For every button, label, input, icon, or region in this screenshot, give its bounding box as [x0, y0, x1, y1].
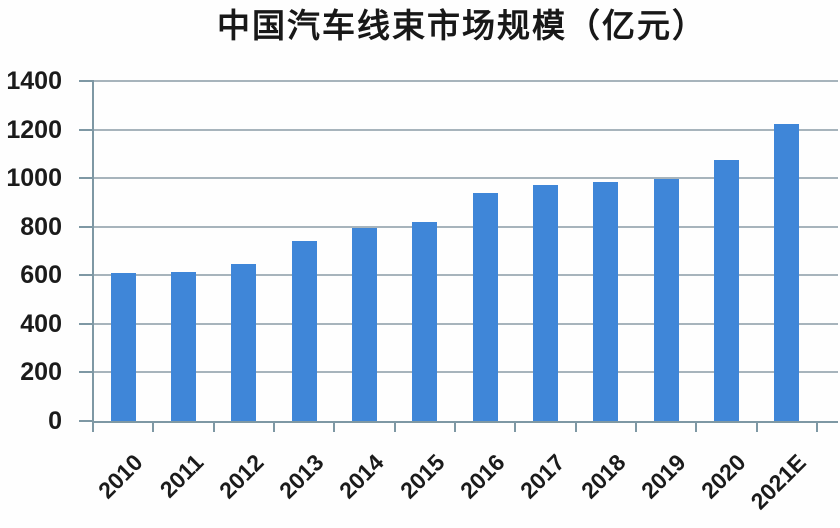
y-axis-tick [79, 225, 93, 228]
x-axis-tick [574, 423, 577, 432]
bar-2014 [352, 227, 377, 421]
y-axis-label: 1000 [6, 164, 62, 193]
x-axis-tick [514, 423, 517, 432]
bar-2011 [171, 271, 196, 421]
gridline [92, 322, 838, 325]
gridline [92, 225, 838, 228]
y-axis-tick [79, 420, 93, 422]
x-axis-tick [273, 423, 275, 432]
x-axis-label: 2010 [92, 449, 148, 504]
x-axis-tick [333, 423, 336, 432]
x-axis-tick [755, 423, 758, 432]
gridline [92, 371, 838, 374]
y-axis-label: 0 [48, 407, 62, 435]
x-axis-tick [695, 423, 698, 432]
x-axis-label: 2021E [745, 449, 812, 515]
x-axis-label: 2020 [696, 449, 751, 504]
y-axis-label: 800 [20, 212, 62, 241]
chart-title: 中国汽车线束市场规模（亿元） [217, 7, 707, 44]
x-axis-tick [454, 423, 456, 432]
x-axis-label: 2017 [515, 449, 570, 504]
gridline [92, 80, 838, 82]
bar-2013 [291, 241, 317, 421]
gridline [92, 274, 838, 277]
gridline [92, 177, 838, 180]
y-axis-tick [79, 80, 93, 82]
y-axis-tick [79, 322, 93, 325]
x-axis-label: 2011 [154, 449, 208, 503]
bar-2021E [774, 123, 800, 421]
bar-2010 [110, 272, 136, 421]
x-axis-tick [816, 423, 818, 432]
y-axis-tick [79, 128, 93, 131]
x-axis-label: 2015 [394, 449, 450, 504]
bar-2018 [593, 181, 619, 421]
x-axis-label: 2012 [213, 449, 269, 504]
y-axis-label: 600 [20, 261, 62, 290]
x-axis-tick [212, 423, 215, 432]
x-axis-tick [393, 423, 396, 432]
y-axis-tick [79, 371, 93, 374]
y-axis-line [92, 80, 94, 422]
y-axis-tick [79, 274, 93, 277]
y-axis-label: 400 [20, 309, 62, 338]
bar-2019 [653, 179, 679, 421]
x-axis-label: 2016 [454, 449, 510, 504]
bar-2017 [533, 185, 558, 421]
x-axis-label: 2014 [334, 449, 389, 504]
x-axis-tick [635, 423, 637, 432]
x-axis-line [92, 421, 838, 423]
bar-2016 [472, 192, 498, 421]
y-axis-label: 1400 [6, 67, 62, 95]
x-axis-tick [152, 423, 155, 432]
x-axis-label: 2013 [273, 449, 329, 504]
gridline [92, 128, 838, 131]
y-axis-label: 200 [20, 358, 62, 387]
bar-2020 [714, 159, 739, 421]
y-axis-label: 1200 [6, 115, 62, 144]
x-axis-label: 2019 [635, 449, 691, 504]
x-axis-label: 2018 [575, 449, 631, 504]
bar-2015 [412, 221, 438, 421]
y-axis-tick [79, 177, 93, 180]
x-axis-tick [92, 423, 94, 432]
bar-2012 [231, 264, 257, 421]
